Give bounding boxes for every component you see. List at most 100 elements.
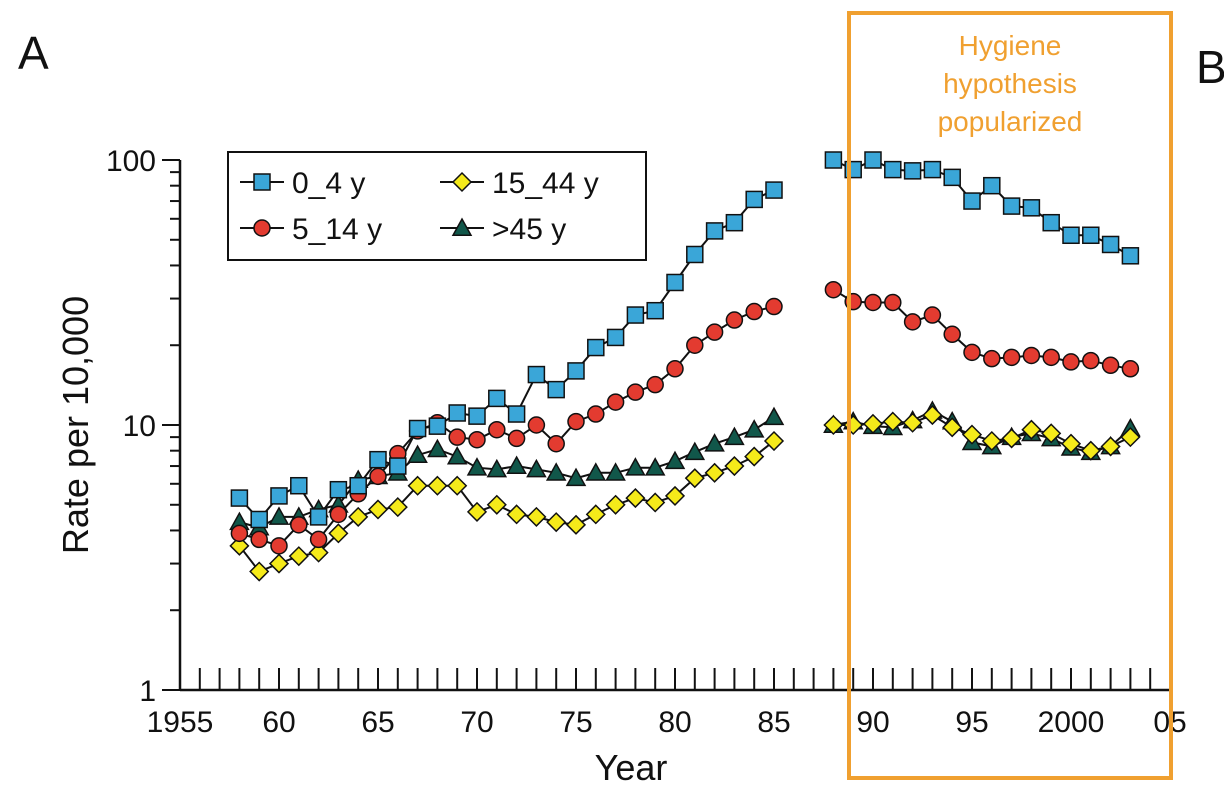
y-tick-label: 1 [139, 675, 156, 708]
data-point [1042, 213, 1060, 232]
data-point [309, 508, 328, 526]
data-point [428, 417, 447, 435]
data-point [961, 424, 983, 445]
data-point [745, 190, 763, 209]
data-point [765, 297, 783, 316]
data-point [328, 523, 349, 544]
data-point [922, 405, 943, 426]
y-axis-label: Rate per 10,000 [55, 296, 96, 554]
data-point [1001, 428, 1022, 449]
data-point [765, 181, 783, 199]
data-point [626, 306, 645, 324]
data-point [526, 458, 547, 478]
data-point [666, 273, 684, 292]
data-point [666, 360, 684, 378]
data-point [705, 323, 724, 341]
data-point [547, 434, 565, 453]
data-point [268, 553, 290, 574]
data-point [903, 313, 922, 331]
data-point [645, 492, 666, 513]
data-point [684, 468, 705, 489]
data-point [963, 192, 981, 210]
data-point [824, 280, 843, 299]
data-point [249, 561, 270, 582]
data-point [387, 497, 408, 518]
data-point [1082, 226, 1100, 245]
data-point [686, 336, 704, 354]
data-point [724, 455, 745, 477]
x-tick-label: 2000 [1038, 706, 1105, 739]
data-point [1042, 348, 1060, 367]
data-point [1022, 346, 1041, 365]
data-point [486, 458, 508, 478]
data-point [567, 412, 585, 431]
data-point [884, 293, 902, 312]
series-line [238, 189, 775, 522]
data-point [349, 476, 367, 495]
data-point [686, 245, 704, 264]
data-point [369, 450, 387, 469]
series-line [832, 288, 1131, 370]
data-point [329, 505, 348, 524]
data-point [1002, 197, 1021, 215]
data-point [546, 512, 567, 533]
x-tick-label: 60 [262, 706, 295, 739]
data-point [407, 475, 428, 496]
data-point [1121, 247, 1140, 265]
data-point [1062, 226, 1080, 245]
y-tick-label: 10 [123, 410, 156, 443]
data-point [290, 516, 308, 534]
data-point [903, 162, 922, 180]
data-point [369, 467, 387, 486]
data-point [664, 450, 686, 470]
data-point [309, 530, 328, 549]
data-point [882, 411, 903, 432]
data-point [587, 405, 605, 423]
data-point [983, 176, 1001, 195]
data-point [1002, 348, 1021, 367]
data-point [527, 365, 546, 384]
hygiene-annotation: Hygiene hypothesis popularized [847, 27, 1173, 141]
data-point [763, 406, 785, 426]
data-point [547, 380, 565, 399]
data-point [230, 524, 249, 543]
data-point [407, 444, 428, 464]
x-tick-label: 85 [757, 706, 790, 739]
y-tick-label: 100 [106, 145, 156, 178]
data-point [923, 306, 942, 324]
data-point [468, 430, 486, 449]
data-point [1022, 199, 1041, 217]
legend-label: 5_14 y [292, 213, 382, 246]
data-point [704, 462, 725, 483]
data-point [943, 325, 961, 344]
data-point [725, 213, 744, 232]
data-point [290, 476, 308, 495]
data-point [884, 160, 902, 179]
data-point [605, 494, 626, 515]
data-point [942, 417, 963, 438]
data-point [348, 506, 369, 527]
series-line [833, 413, 1131, 452]
legend-label: 0_4 y [292, 167, 365, 200]
data-point [486, 494, 507, 515]
data-point [545, 462, 567, 481]
data-point [230, 489, 249, 507]
data-point [981, 430, 1002, 452]
series-line [832, 158, 1131, 257]
panel-label-b: B [1196, 41, 1224, 93]
data-point [448, 428, 466, 446]
data-point [625, 488, 646, 509]
series-line [833, 409, 1132, 454]
data-point [684, 441, 706, 461]
data-point [229, 535, 250, 556]
data-point [427, 438, 448, 458]
x-tick-label: 80 [658, 706, 691, 739]
series-line [239, 416, 775, 529]
data-point [567, 362, 585, 380]
data-point [408, 419, 427, 438]
data-point [725, 311, 744, 329]
data-point [565, 514, 587, 535]
data-point [743, 419, 765, 438]
